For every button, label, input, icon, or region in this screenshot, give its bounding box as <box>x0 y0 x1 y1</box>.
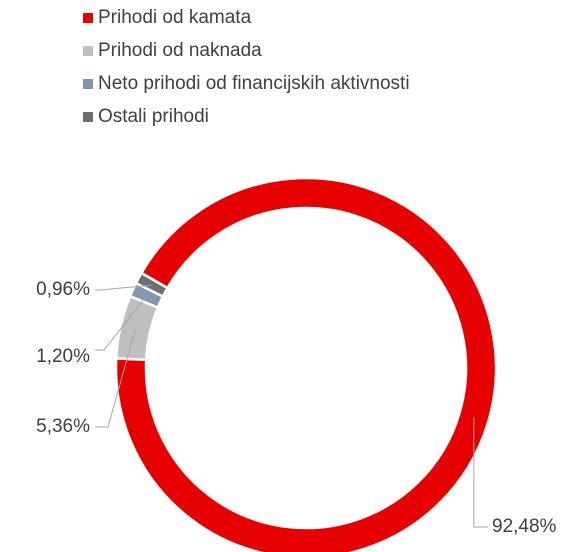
legend-swatch <box>83 13 93 23</box>
data-label: 0,96% <box>36 279 90 300</box>
leader-line <box>473 417 488 528</box>
legend-label: Ostali prihodi <box>98 106 209 127</box>
leader-line <box>95 295 148 351</box>
data-label: 5,36% <box>36 416 90 437</box>
legend-swatch <box>83 46 93 56</box>
donut-slice <box>114 176 498 552</box>
legend-label: Prihodi od naknada <box>98 40 262 61</box>
legend-label: Neto prihodi od financijskih aktivnosti <box>98 73 410 94</box>
legend-swatch <box>83 79 93 89</box>
data-label: 1,20% <box>36 346 90 367</box>
legend-label: Prihodi od kamata <box>98 7 252 28</box>
data-label: 92,48% <box>492 516 557 537</box>
legend-swatch <box>83 112 93 122</box>
leader-line <box>95 329 136 428</box>
leader-line <box>95 284 152 291</box>
